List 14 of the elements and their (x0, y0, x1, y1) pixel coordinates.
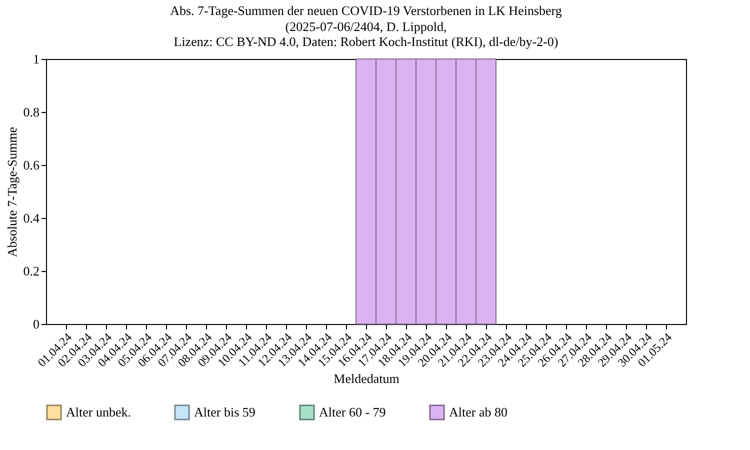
chart-subtitle: (2025-07-06/2404, D. Lippold, Lizenz: CC BY-ND 4.0, Daten: Robert Koch-Institut (RKI), dl-de/by-2-0) (174, 19, 558, 49)
y-tick-label: 1 (33, 52, 40, 66)
legend-label: Alter bis 59 (194, 404, 256, 420)
legend-label: Alter 60 - 79 (319, 404, 386, 420)
legend-label: Alter unbek. (66, 404, 131, 420)
chart-title: Abs. 7-Tage-Summen der neuen COVID-19 Verstorbenen in LK Heinsberg (170, 3, 562, 18)
y-axis-title: Absolute 7-Tage-Summe (4, 126, 20, 258)
y-tick-label: 0.6 (23, 158, 40, 172)
legend-label: Alter ab 80 (449, 404, 508, 420)
y-tick-label: 0.8 (23, 104, 40, 120)
y-tick-label: 0 (33, 316, 40, 332)
y-tick-label: 0.4 (23, 210, 40, 226)
y-tick-label: 0.2 (23, 264, 40, 278)
x-axis-title: Meldedatum (334, 370, 400, 386)
